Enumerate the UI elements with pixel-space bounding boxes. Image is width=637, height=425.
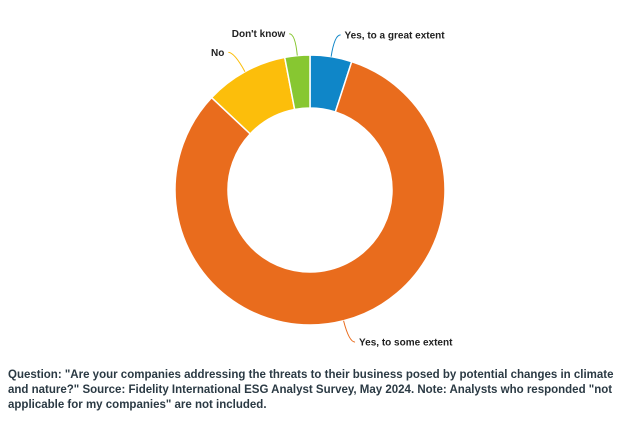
leader-yes-to-a-great-extent xyxy=(330,34,341,57)
slice-labels: Yes, to a great extent Yes, to some exten… xyxy=(211,29,453,348)
donut-chart: Yes, to a great extent Yes, to some exten… xyxy=(174,29,453,349)
leader-don-t-know xyxy=(289,33,298,56)
slice-don-t-know xyxy=(283,54,311,111)
donut-slices xyxy=(174,54,446,326)
label-don-t-know: Don't know xyxy=(232,29,286,40)
label-no: No xyxy=(211,48,224,59)
label-yes-to-some-extent: Yes, to some extent xyxy=(359,338,453,349)
label-leaders xyxy=(228,33,356,343)
chart-caption: Question: "Are your companies addressing… xyxy=(8,369,614,411)
leader-yes-to-some-extent xyxy=(343,320,356,343)
label-yes-to-a-great-extent: Yes, to a great extent xyxy=(345,30,446,41)
leader-no xyxy=(228,51,246,72)
